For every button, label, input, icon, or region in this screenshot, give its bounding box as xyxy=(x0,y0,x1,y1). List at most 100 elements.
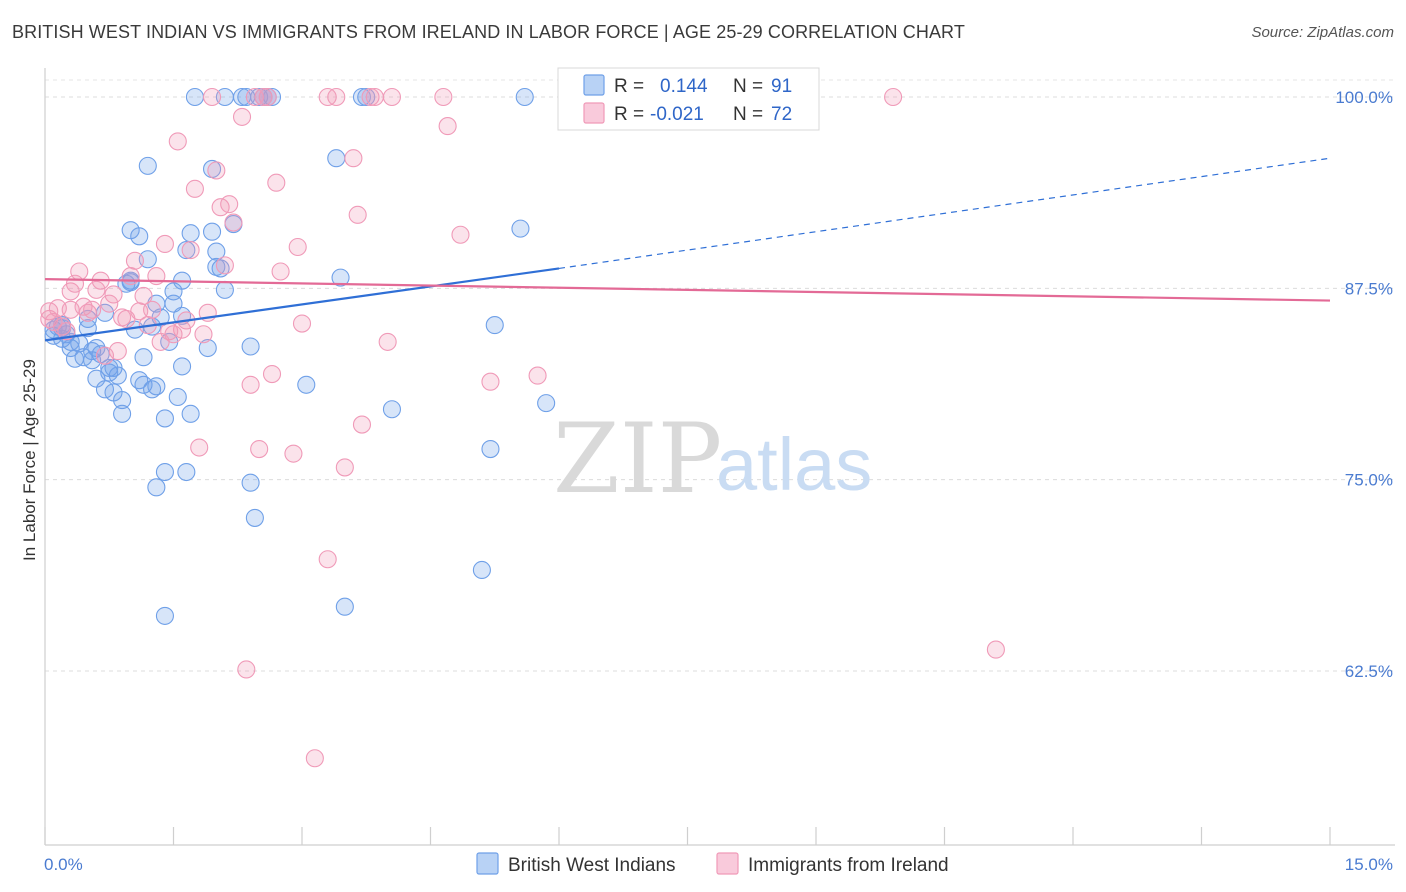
point-immigrants-ireland xyxy=(241,375,260,394)
point-immigrants-ireland xyxy=(986,640,1005,659)
source-label: Source: ZipAtlas.com xyxy=(1251,24,1394,41)
point-immigrants-ireland xyxy=(134,286,153,306)
y-axis-title: In Labor Force | Age 25-29 xyxy=(20,359,39,561)
point-british-west-indians xyxy=(78,319,97,338)
watermark: ZIP atlas xyxy=(553,403,872,515)
gridlines xyxy=(45,79,1395,672)
point-immigrants-ireland xyxy=(378,332,397,351)
point-british-west-indians xyxy=(245,508,264,527)
point-british-west-indians xyxy=(147,478,166,497)
point-immigrants-ireland xyxy=(190,438,209,457)
point-immigrants-ireland xyxy=(438,117,457,136)
point-british-west-indians xyxy=(511,219,530,238)
point-immigrants-ireland xyxy=(245,87,264,107)
x-tick-label: 15.0% xyxy=(1345,855,1393,874)
point-british-west-indians xyxy=(198,338,217,358)
trend-line-pink xyxy=(44,278,1331,302)
legend-r-label-1: R = xyxy=(614,76,644,97)
point-british-west-indians xyxy=(130,227,149,246)
point-british-west-indians xyxy=(143,380,162,399)
bottom-legend-label-2: Immigrants from Ireland xyxy=(748,855,949,876)
legend-r-value-1: 0.144 xyxy=(660,76,708,97)
point-immigrants-ireland xyxy=(181,241,200,260)
point-immigrants-ireland xyxy=(528,366,547,385)
trend-line-blue xyxy=(44,267,560,342)
point-british-west-indians xyxy=(207,242,226,261)
point-british-west-indians xyxy=(173,357,192,376)
legend-swatch-pink xyxy=(583,102,605,124)
point-immigrants-ireland xyxy=(284,444,303,463)
legend-n-value-2: 72 xyxy=(771,104,792,125)
point-immigrants-ireland xyxy=(143,300,162,319)
y-tick-labels: 100.0% 87.5% 75.0% 62.5% xyxy=(1335,88,1393,681)
bottom-legend-swatch-pink xyxy=(716,852,739,875)
point-immigrants-ireland xyxy=(215,256,234,275)
point-immigrants-ireland xyxy=(87,280,106,299)
point-british-west-indians xyxy=(472,560,491,580)
point-immigrants-ireland xyxy=(348,205,367,224)
point-immigrants-ireland xyxy=(262,365,282,384)
point-british-west-indians xyxy=(382,400,402,419)
point-british-west-indians xyxy=(297,375,316,394)
legend-r-label-2: R = xyxy=(614,104,644,125)
point-immigrants-ireland xyxy=(44,312,63,332)
point-immigrants-ireland xyxy=(451,225,470,244)
legend-swatch-blue xyxy=(583,74,605,96)
point-immigrants-ireland xyxy=(70,262,89,281)
point-immigrants-ireland xyxy=(327,87,346,107)
y-tick-label: 62.5% xyxy=(1345,662,1393,681)
point-immigrants-ireland xyxy=(164,325,183,344)
point-british-west-indians xyxy=(481,440,500,459)
point-british-west-indians xyxy=(177,241,196,260)
point-immigrants-ireland xyxy=(335,458,354,477)
y-tick-label: 75.0% xyxy=(1345,471,1393,490)
point-immigrants-ireland xyxy=(884,87,903,107)
scatter-points xyxy=(40,87,1005,768)
point-british-west-indians xyxy=(335,597,354,616)
point-immigrants-ireland xyxy=(121,267,140,286)
point-immigrants-ireland xyxy=(203,87,222,107)
point-british-west-indians xyxy=(61,338,80,358)
point-immigrants-ireland xyxy=(83,300,102,319)
point-british-west-indians xyxy=(485,316,504,335)
bottom-legend-label-1: British West Indians xyxy=(508,855,676,876)
point-immigrants-ireland xyxy=(288,237,307,257)
point-british-west-indians xyxy=(155,462,174,482)
point-immigrants-ireland xyxy=(481,372,500,391)
point-british-west-indians xyxy=(121,273,140,292)
point-british-west-indians xyxy=(537,394,556,413)
x-tick-labels: 0.0% 15.0% xyxy=(44,855,1393,874)
trend-lines xyxy=(44,157,1331,342)
point-immigrants-ireland xyxy=(352,415,372,434)
point-immigrants-ireland xyxy=(267,173,286,192)
point-immigrants-ireland xyxy=(318,550,337,569)
point-immigrants-ireland xyxy=(194,325,213,344)
point-british-west-indians xyxy=(327,149,346,168)
point-british-west-indians xyxy=(113,404,132,423)
point-british-west-indians xyxy=(138,156,157,175)
point-immigrants-ireland xyxy=(220,195,239,214)
chart-title: BRITISH WEST INDIAN VS IMMIGRANTS FROM I… xyxy=(12,22,965,42)
point-immigrants-ireland xyxy=(434,87,453,107)
point-british-west-indians xyxy=(181,404,200,423)
point-immigrants-ireland xyxy=(305,749,324,768)
point-immigrants-ireland xyxy=(361,87,380,107)
point-immigrants-ireland xyxy=(207,161,226,180)
point-immigrants-ireland xyxy=(382,87,402,107)
point-british-west-indians xyxy=(155,409,174,428)
point-immigrants-ireland xyxy=(108,342,127,361)
point-british-west-indians xyxy=(113,391,132,410)
point-immigrants-ireland xyxy=(271,262,290,281)
y-tick-label: 87.5% xyxy=(1345,279,1393,298)
point-immigrants-ireland xyxy=(250,440,269,459)
axes xyxy=(44,68,1395,846)
point-british-west-indians xyxy=(134,348,153,367)
point-immigrants-ireland xyxy=(224,213,243,232)
point-immigrants-ireland xyxy=(237,660,256,679)
point-immigrants-ireland xyxy=(155,234,174,253)
point-british-west-indians xyxy=(331,268,350,287)
y-tick-label: 100.0% xyxy=(1335,88,1393,107)
point-immigrants-ireland xyxy=(100,294,119,313)
point-british-west-indians xyxy=(164,294,183,313)
point-british-west-indians xyxy=(100,363,119,382)
